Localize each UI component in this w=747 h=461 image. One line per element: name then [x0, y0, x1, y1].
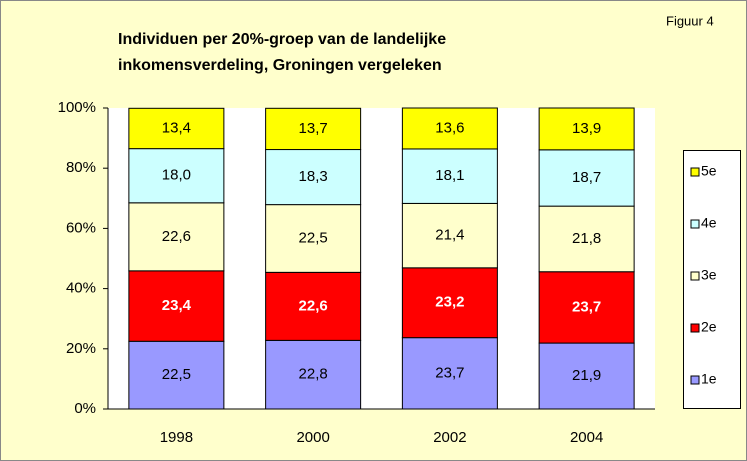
- y-tick-label: 100%: [58, 99, 96, 116]
- data-label: 13,6: [435, 119, 464, 136]
- legend-swatch: [690, 323, 700, 333]
- bar-segment: [538, 107, 635, 151]
- data-label: 18,7: [572, 169, 601, 186]
- data-label: 23,7: [435, 364, 464, 381]
- bar-segment: [265, 271, 362, 341]
- y-tick-label: 20%: [66, 340, 96, 357]
- x-tick-label: 2004: [570, 429, 603, 446]
- data-label: 22,8: [299, 366, 328, 383]
- legend-swatch: [690, 167, 700, 177]
- bar-segment: [265, 339, 362, 410]
- data-label: 23,7: [572, 298, 601, 315]
- bar-segment: [401, 148, 498, 204]
- chart-title: Individuen per 20%-groep van de landelij…: [118, 31, 446, 48]
- data-label: 18,1: [435, 167, 464, 184]
- data-label: 21,9: [572, 367, 601, 384]
- y-tick-label: 60%: [66, 219, 96, 236]
- data-label: 22,5: [162, 366, 191, 383]
- data-label: 21,4: [435, 227, 464, 244]
- bar-segment: [128, 270, 225, 342]
- annotation: Figuur 4: [666, 13, 714, 28]
- legend-label: 2e: [701, 319, 717, 335]
- data-label: 18,0: [162, 167, 191, 184]
- bar-segment: [401, 337, 498, 410]
- legend-label: 5e: [701, 163, 717, 179]
- bar-segment: [265, 204, 362, 273]
- bar-segment: [401, 202, 498, 269]
- data-label: 18,3: [299, 168, 328, 185]
- data-label: 13,9: [572, 120, 601, 137]
- data-label: 13,4: [162, 119, 191, 136]
- bar-segment: [128, 107, 225, 150]
- legend-label: 4e: [701, 215, 717, 231]
- bar-segment: [538, 205, 635, 273]
- bar-segment: [265, 149, 362, 206]
- y-tick-label: 40%: [66, 280, 96, 297]
- x-tick-label: 2000: [296, 429, 329, 446]
- y-tick-label: 80%: [66, 159, 96, 176]
- legend-label: 1e: [701, 371, 717, 387]
- bar-segment: [538, 271, 635, 344]
- data-label: 22,5: [299, 229, 328, 246]
- bar-segment: [538, 149, 635, 207]
- data-label: 23,2: [435, 294, 464, 311]
- y-tick-label: 0%: [74, 400, 96, 417]
- legend-swatch: [690, 219, 700, 229]
- bar-segment: [401, 107, 498, 150]
- legend-swatch: [690, 375, 700, 385]
- x-tick-label: 2002: [433, 429, 466, 446]
- bar-segment: [128, 340, 225, 410]
- legend-label: 3e: [701, 267, 717, 283]
- data-label: 13,7: [299, 120, 328, 137]
- chart-title: inkomensverdeling, Groningen vergeleken: [118, 57, 442, 74]
- bar-segment: [538, 342, 635, 410]
- legend-swatch: [690, 271, 700, 281]
- bar-segment: [128, 202, 225, 272]
- bar-segment: [265, 107, 362, 151]
- data-label: 22,6: [299, 297, 328, 314]
- x-tick-label: 1998: [160, 429, 193, 446]
- data-label: 23,4: [162, 297, 192, 314]
- data-label: 21,8: [572, 230, 601, 247]
- data-label: 22,6: [162, 228, 191, 245]
